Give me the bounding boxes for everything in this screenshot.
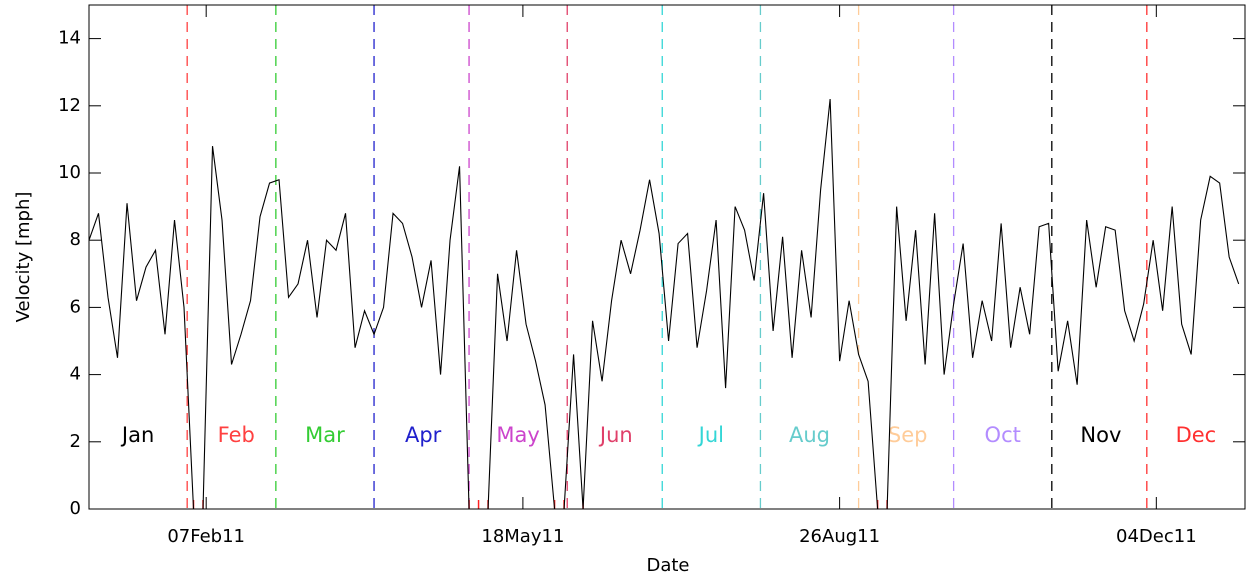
month-label: Jan	[120, 423, 154, 447]
data-line	[88, 99, 1240, 510]
month-label: Jul	[697, 423, 724, 447]
y-tick-label: 2	[70, 431, 81, 452]
month-label: Oct	[985, 423, 1021, 447]
month-label: Aug	[789, 423, 830, 447]
y-tick-label: 10	[58, 162, 81, 183]
month-label: Sep	[888, 423, 928, 447]
month-label: May	[496, 423, 539, 447]
y-tick-label: 12	[58, 95, 81, 116]
y-axis-label: Velocity [mph]	[13, 192, 34, 323]
x-tick-label: 26Aug11	[799, 526, 880, 547]
y-tick-label: 14	[58, 28, 81, 49]
x-tick-label: 07Feb11	[167, 526, 245, 547]
plot-frame	[88, 4, 1246, 510]
month-label: Nov	[1080, 423, 1121, 447]
month-label: Mar	[305, 423, 345, 447]
month-label: Jun	[598, 423, 633, 447]
month-label: Feb	[218, 423, 255, 447]
x-tick-label: 04Dec11	[1116, 526, 1197, 547]
month-label: Apr	[405, 423, 442, 447]
y-tick-label: 6	[70, 296, 81, 317]
x-tick-label: 18May11	[481, 526, 564, 547]
y-tick-label: 4	[70, 364, 81, 385]
x-axis-label: Date	[646, 555, 689, 576]
month-label: Dec	[1176, 423, 1217, 447]
y-tick-label: 0	[70, 498, 81, 519]
y-tick-label: 8	[70, 229, 81, 250]
